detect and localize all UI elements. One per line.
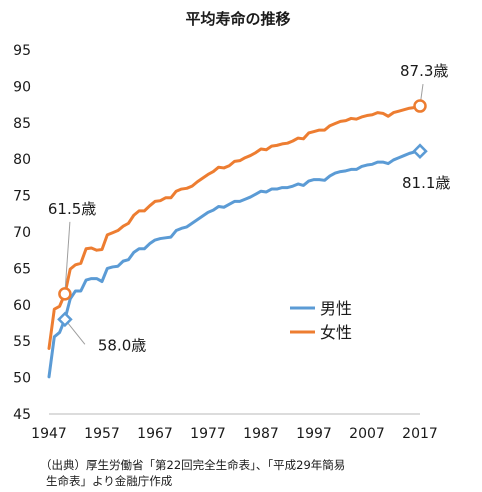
x-tick-label: 2017 (402, 426, 438, 442)
y-tick-label: 65 (13, 261, 31, 277)
annotation-label: 87.3歳 (400, 62, 448, 80)
y-tick-label: 60 (13, 298, 31, 314)
diamond-marker (57, 311, 73, 328)
axes: 45 50 55 60 65 70 75 80 85 90 95 1947 1957 1967 1977 19… (13, 43, 438, 442)
y-tick-label: 95 (13, 43, 31, 59)
circle-marker (58, 287, 72, 301)
x-tick-label: 1997 (296, 426, 332, 442)
annotation-label: 81.1歳 (402, 174, 450, 192)
annotations: 58.0歳 61.5歳 81.1歳 87.3歳 (48, 62, 451, 354)
x-tick-label: 1967 (137, 426, 173, 442)
annotation-label: 58.0歳 (98, 336, 146, 354)
x-tick-label: 1977 (190, 426, 226, 442)
source-line-1: （出典）厚生労働省「第22回完全生命表」、「平成29年簡易 (40, 458, 346, 472)
chart-title: 平均寿命の推移 (185, 10, 290, 28)
y-tick-label: 90 (13, 79, 31, 95)
source-line-2: 生命表」より金融庁作成 (46, 474, 173, 488)
x-tick-label: 2007 (349, 426, 385, 442)
annotation-label: 61.5歳 (48, 200, 96, 218)
y-tick-label: 50 (13, 371, 31, 387)
series-line-1 (47, 104, 422, 350)
diamond-marker (412, 143, 428, 159)
x-tick-label: 1957 (84, 426, 120, 442)
source-note: （出典）厚生労働省「第22回完全生命表」、「平成29年簡易 生命表」より金融庁作… (40, 457, 470, 489)
series-line-0 (47, 149, 422, 379)
x-tick-label: 1987 (243, 426, 279, 442)
legend-label-0: 男性 (320, 299, 352, 318)
y-tick-label: 85 (13, 116, 31, 132)
y-tick-label: 75 (13, 189, 31, 205)
y-tick-label: 70 (13, 225, 31, 241)
series-layer (47, 104, 422, 379)
x-tick-label: 1947 (31, 426, 67, 442)
y-tick-label: 55 (13, 334, 31, 350)
annotation-leader (64, 221, 71, 294)
y-tick-label: 80 (13, 152, 31, 168)
legend-label-1: 女性 (320, 323, 352, 342)
y-tick-label: 45 (13, 407, 31, 423)
circle-marker (413, 99, 427, 113)
